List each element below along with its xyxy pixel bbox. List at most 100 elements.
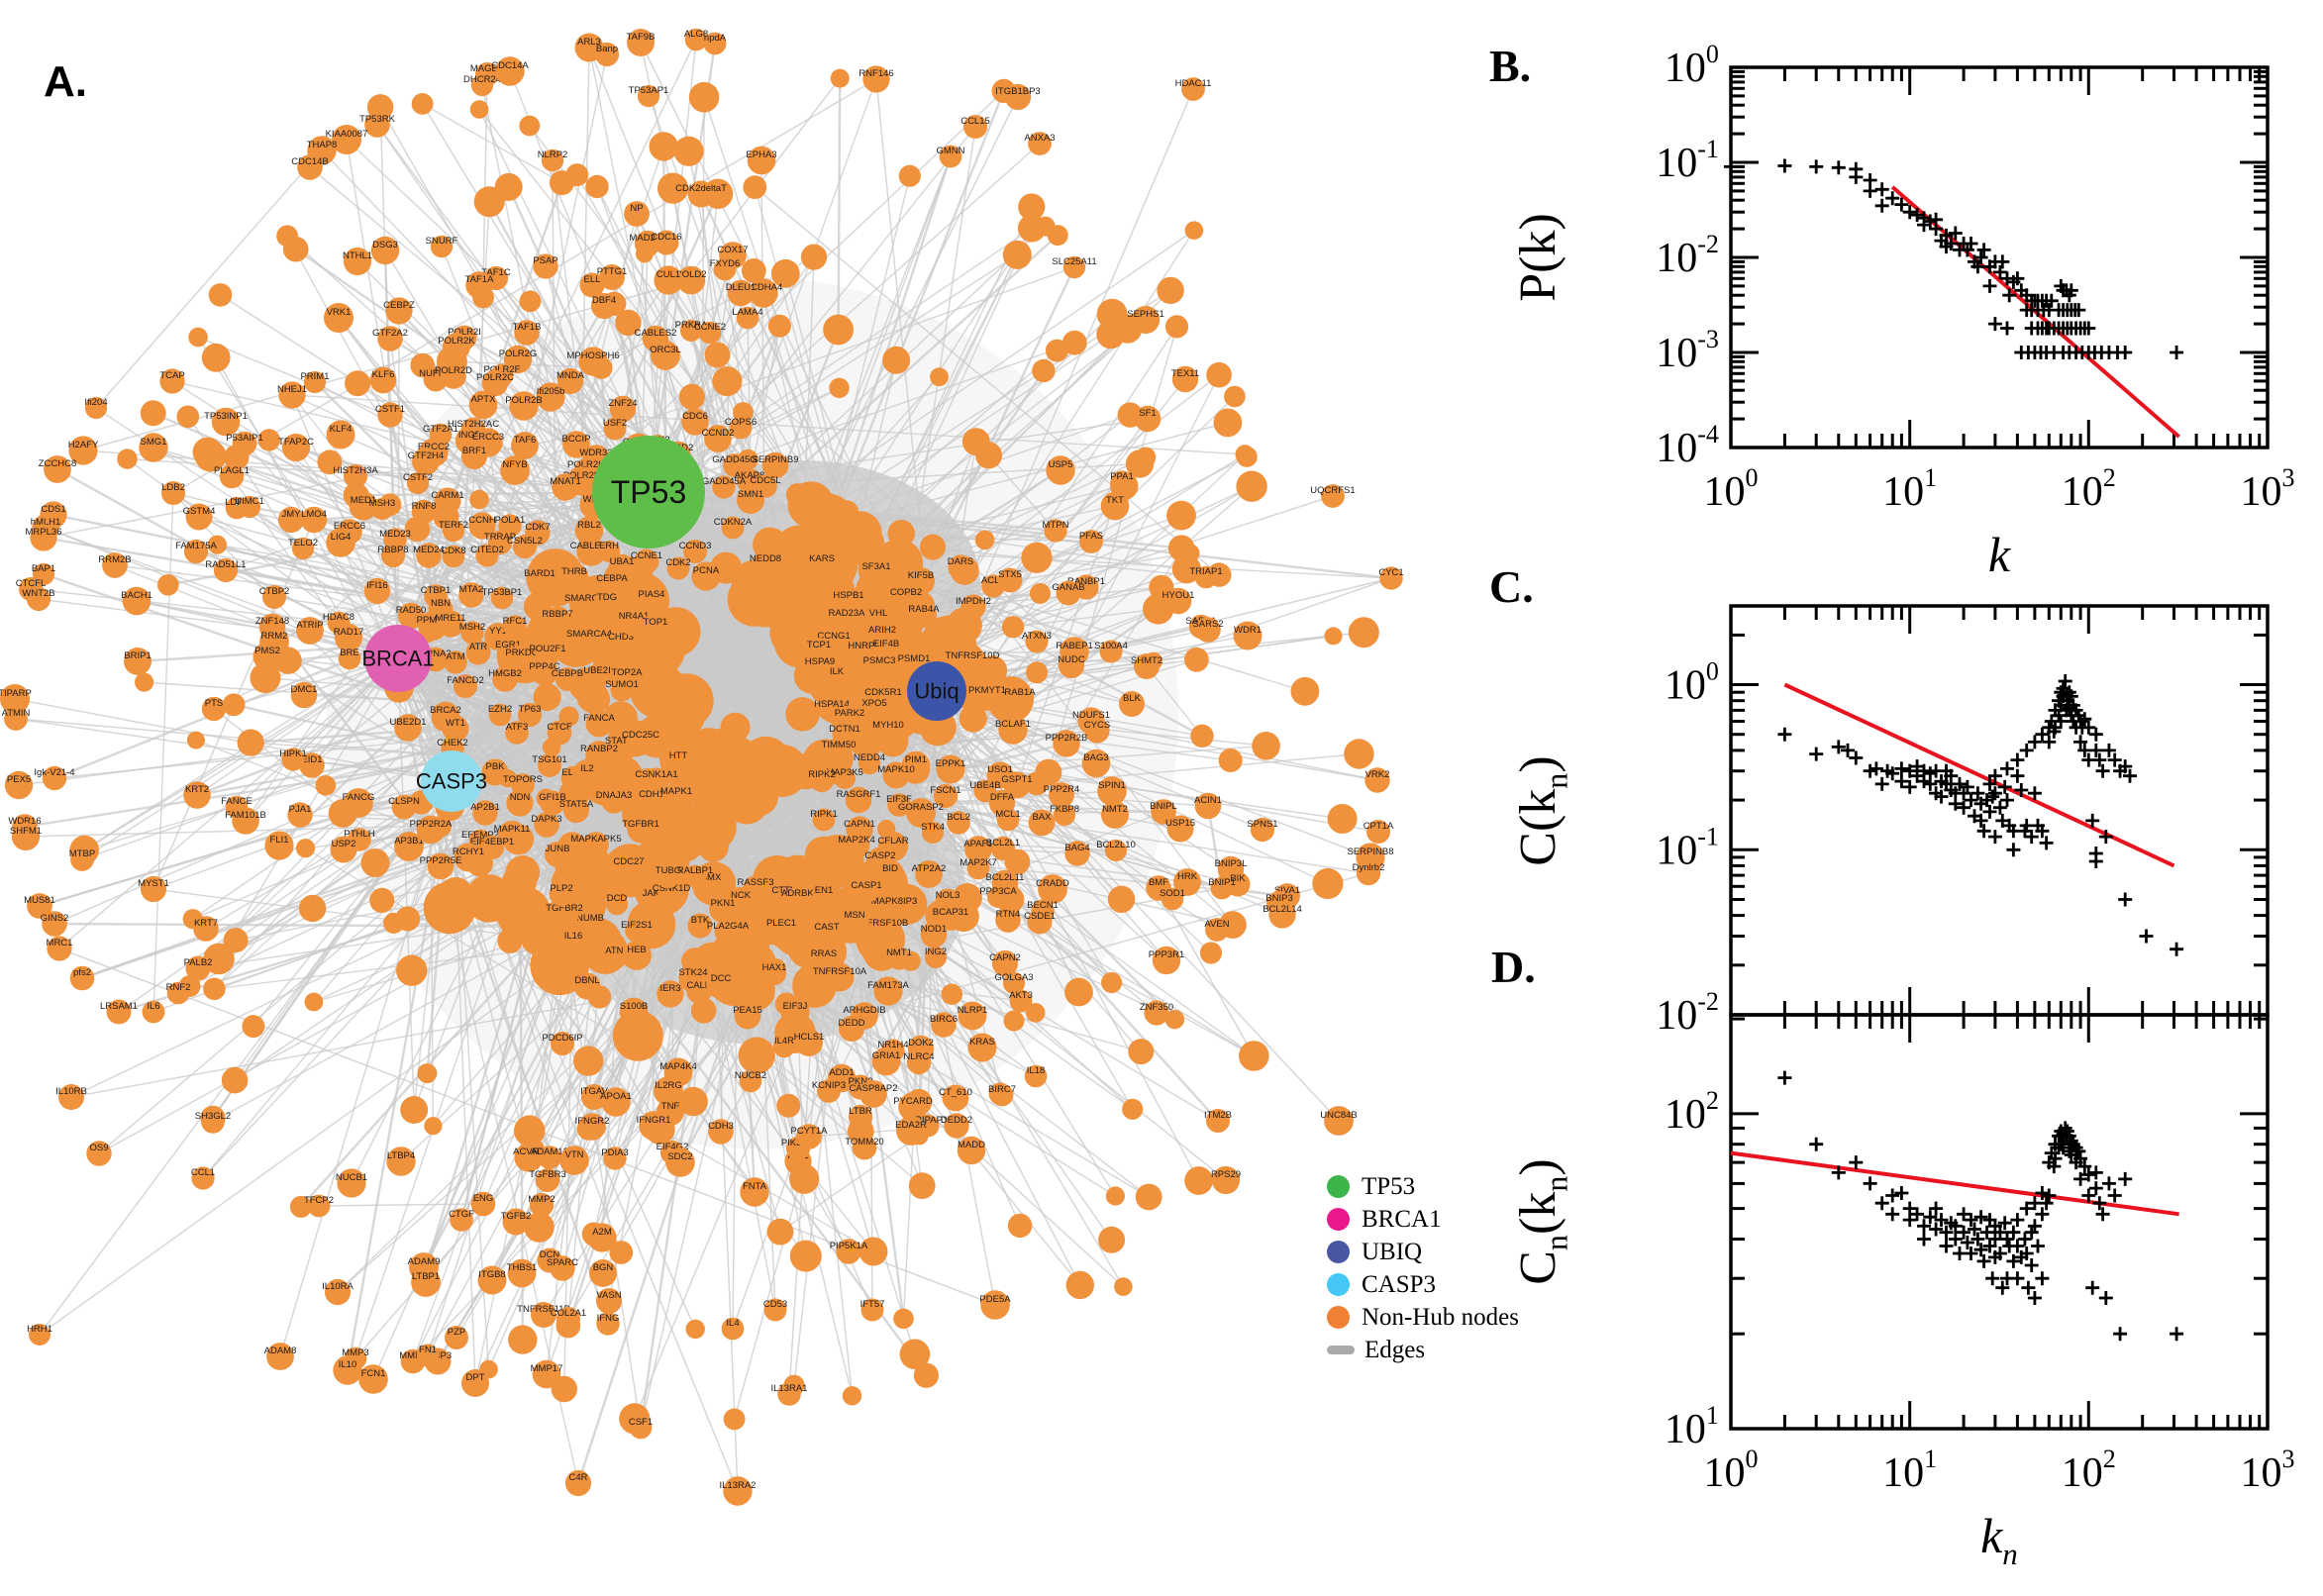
- xtick-label: 103: [2240, 1445, 2294, 1496]
- svg-text:MMP3: MMP3: [342, 1347, 368, 1358]
- svg-text:TDG: TDG: [597, 592, 617, 603]
- svg-text:NEDD8: NEDD8: [750, 553, 781, 564]
- svg-text:KIAA0087: KIAA0087: [326, 129, 368, 140]
- svg-text:AKAP8: AKAP8: [735, 470, 765, 481]
- svg-text:EIF2S1: EIF2S1: [621, 920, 653, 931]
- svg-text:PLA2G4A: PLA2G4A: [707, 921, 750, 932]
- svg-text:CPT1A: CPT1A: [1364, 821, 1394, 832]
- svg-text:EZH2: EZH2: [488, 704, 512, 715]
- svg-text:APOA1: APOA1: [600, 1091, 632, 1102]
- svg-text:Banp: Banp: [596, 44, 618, 54]
- svg-text:PZP: PZP: [448, 1327, 465, 1338]
- svg-text:HNRPK: HNRPK: [848, 641, 881, 651]
- svg-text:BCLAF1: BCLAF1: [995, 719, 1031, 730]
- svg-text:EIF4B: EIF4B: [873, 639, 899, 649]
- svg-text:CDC27: CDC27: [613, 856, 644, 867]
- svg-text:HDAC11: HDAC11: [1175, 78, 1212, 89]
- svg-text:DOK2: DOK2: [908, 1038, 934, 1048]
- scatter-points: [1724, 158, 2184, 359]
- svg-text:RRM2B: RRM2B: [98, 554, 131, 565]
- ytick-label: 10-2: [1656, 987, 1719, 1039]
- svg-text:IL10RA: IL10RA: [322, 1281, 354, 1292]
- svg-text:RRAS: RRAS: [811, 948, 837, 959]
- svg-text:BRCA2: BRCA2: [430, 705, 461, 716]
- svg-text:SPARC: SPARC: [547, 1257, 578, 1268]
- svg-text:JUNB: JUNB: [546, 844, 570, 854]
- xtick-label: 100: [1703, 463, 1758, 515]
- svg-text:NUMB: NUMB: [576, 913, 604, 924]
- svg-text:NUCB2: NUCB2: [735, 1070, 766, 1081]
- svg-text:IL6: IL6: [147, 1001, 159, 1012]
- svg-text:RFC1: RFC1: [503, 616, 528, 627]
- svg-text:TAF1A: TAF1A: [465, 274, 495, 285]
- svg-text:BMX: BMX: [701, 872, 722, 883]
- svg-text:CLSPN: CLSPN: [388, 796, 420, 807]
- svg-text:THBS1: THBS1: [507, 1262, 538, 1273]
- svg-text:PPM1D: PPM1D: [417, 615, 450, 626]
- svg-text:LRSAM1: LRSAM1: [100, 1001, 138, 1012]
- svg-text:PSAP: PSAP: [533, 255, 557, 266]
- svg-text:DCD: DCD: [607, 893, 628, 904]
- svg-text:THRB: THRB: [561, 566, 587, 577]
- svg-text:UBE2I: UBE2I: [583, 665, 610, 676]
- svg-text:DBF4: DBF4: [592, 295, 616, 306]
- svg-text:NUFIP1: NUFIP1: [419, 368, 453, 379]
- svg-text:MPHOSPH6: MPHOSPH6: [566, 350, 619, 361]
- svg-text:STK24: STK24: [678, 967, 707, 978]
- axis-ticks: [1729, 1015, 2270, 1431]
- hub-nodes: TP53 BRCA1 Ubiq CASP3: [361, 436, 966, 812]
- svg-text:BMF: BMF: [1149, 877, 1168, 888]
- svg-text:TCP1: TCP1: [807, 640, 831, 650]
- svg-text:CEBPB: CEBPB: [552, 668, 583, 679]
- svg-text:ZNF350: ZNF350: [1140, 1002, 1173, 1013]
- svg-text:TGFBR3: TGFBR3: [529, 1169, 565, 1180]
- svg-text:PLP2: PLP2: [550, 883, 572, 894]
- svg-text:ADRBK1: ADRBK1: [781, 888, 819, 899]
- svg-text:SHMT2: SHMT2: [1131, 655, 1162, 666]
- svg-text:EIF4G2: EIF4G2: [656, 1142, 689, 1152]
- svg-text:CYC1: CYC1: [1378, 567, 1403, 578]
- svg-text:BIRC6: BIRC6: [930, 1014, 958, 1025]
- svg-text:GADD45A: GADD45A: [702, 476, 747, 487]
- svg-text:WDR16: WDR16: [8, 816, 41, 827]
- svg-text:USP5: USP5: [1049, 459, 1073, 470]
- svg-text:UNC84B: UNC84B: [1320, 1110, 1358, 1121]
- svg-text:FNTA: FNTA: [743, 1181, 767, 1192]
- svg-text:TP53: TP53: [611, 474, 686, 510]
- svg-text:FANCE: FANCE: [221, 796, 252, 807]
- legend-item-tp53: TP53: [1327, 1170, 1519, 1203]
- svg-text:MTPN: MTPN: [1043, 520, 1069, 531]
- svg-text:TIPARP: TIPARP: [0, 688, 32, 699]
- svg-text:CEBPZ: CEBPZ: [383, 300, 415, 311]
- svg-text:UBE2D1: UBE2D1: [390, 717, 427, 728]
- svg-text:DBNL: DBNL: [574, 975, 599, 986]
- svg-text:ZNF24: ZNF24: [608, 398, 637, 409]
- svg-text:RALBP1: RALBP1: [677, 865, 713, 876]
- svg-text:DLEU1: DLEU1: [726, 282, 757, 293]
- legend-item-label: TP53: [1362, 1172, 1416, 1200]
- svg-text:STAT3: STAT3: [605, 736, 633, 747]
- svg-text:CDK2: CDK2: [665, 557, 690, 568]
- svg-text:RANBP2: RANBP2: [580, 744, 618, 754]
- svg-text:TGFBR1: TGFBR1: [622, 819, 658, 830]
- power-law-fit-line: [1783, 682, 2175, 868]
- svg-text:USF2: USF2: [603, 418, 627, 429]
- svg-text:PTTG1: PTTG1: [597, 266, 628, 277]
- svg-text:SMN1: SMN1: [738, 489, 763, 500]
- svg-text:PLAGL1: PLAGL1: [214, 465, 250, 476]
- svg-text:SLC25A11: SLC25A11: [1052, 256, 1096, 267]
- legend-item-label: Edges: [1364, 1336, 1426, 1363]
- svg-text:KLF4: KLF4: [330, 424, 353, 435]
- svg-text:CDK2deltaT: CDK2deltaT: [675, 183, 727, 194]
- scatter-points: [1777, 1070, 2184, 1342]
- svg-text:PTHLH: PTHLH: [344, 829, 374, 840]
- legend-item-casp3: CASP3: [1327, 1268, 1519, 1301]
- svg-text:CDC14B: CDC14B: [291, 156, 329, 167]
- svg-text:HRK: HRK: [1177, 871, 1198, 882]
- svg-text:SOD1: SOD1: [1160, 888, 1185, 899]
- svg-text:USP15: USP15: [1165, 818, 1195, 829]
- svg-text:MAPKAPK5: MAPKAPK5: [570, 834, 621, 845]
- svg-text:SNURF: SNURF: [426, 236, 458, 247]
- node-swatch-icon: [1327, 1175, 1350, 1198]
- svg-text:ATMIN: ATMIN: [2, 708, 31, 719]
